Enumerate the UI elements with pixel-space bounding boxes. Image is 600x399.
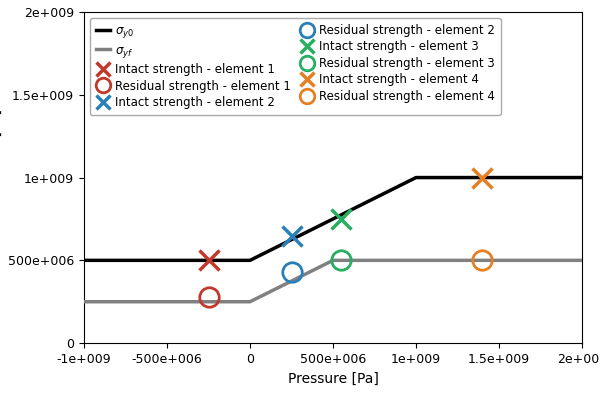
Y-axis label: Effective stress [Pa]: Effective stress [Pa] [0, 109, 2, 247]
Legend: $\sigma_{y0}$, $\sigma_{yf}$, Intact strength - element 1, Residual strength - e: $\sigma_{y0}$, $\sigma_{yf}$, Intact str… [90, 18, 500, 115]
X-axis label: Pressure [Pa]: Pressure [Pa] [287, 371, 379, 385]
